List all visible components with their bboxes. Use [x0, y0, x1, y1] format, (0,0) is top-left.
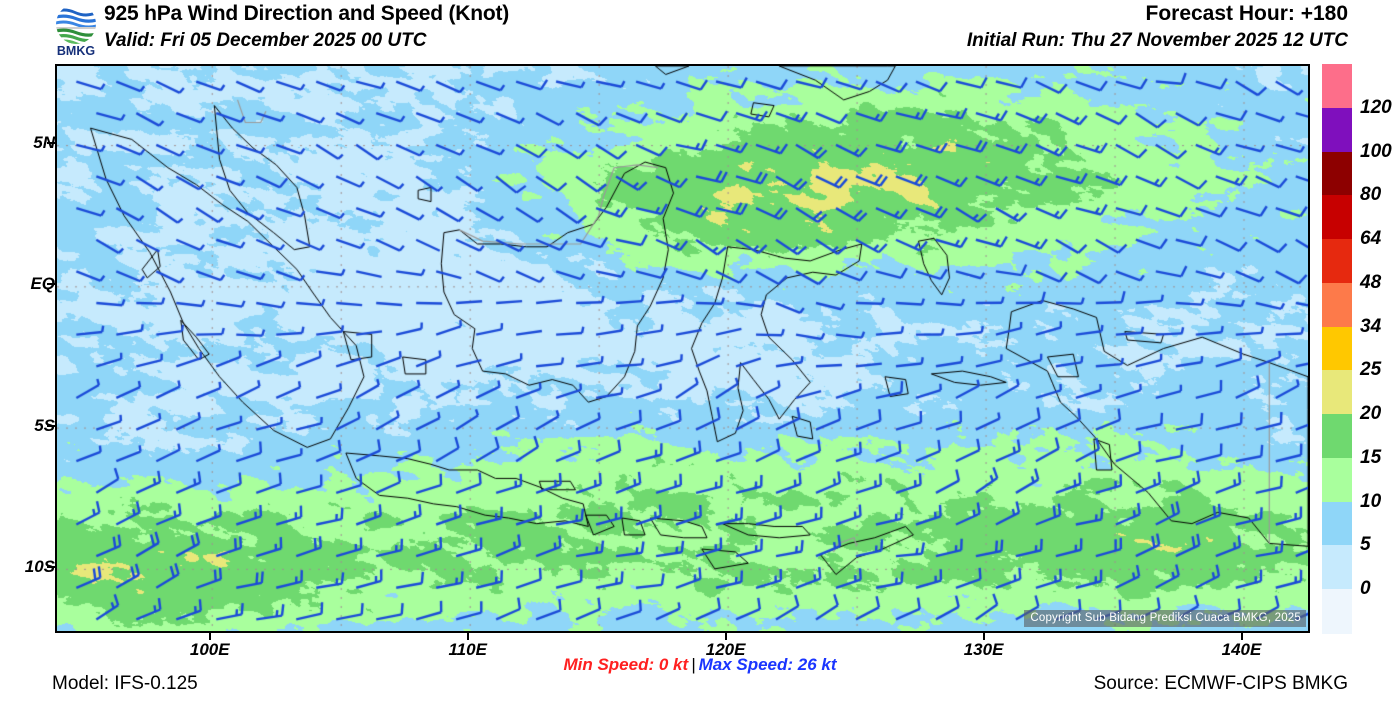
colorbar-tick-label: 120 [1360, 96, 1392, 118]
longitude-label: 130E [963, 640, 1004, 659]
colorbar-tick-label: 20 [1360, 403, 1382, 425]
colorbar-band [1322, 239, 1352, 284]
colorbar-band [1322, 370, 1352, 415]
longitude-ticks [0, 633, 1400, 641]
colorbar-band [1322, 64, 1352, 109]
latitude-label: 5N [33, 133, 55, 153]
colorbar-tick-label: 25 [1360, 359, 1382, 381]
source-label: Source: ECMWF-CIPS BMKG [1093, 673, 1348, 694]
longitude-tick [1240, 633, 1243, 640]
forecast-hour-label: Forecast Hour: +180 [1145, 2, 1349, 25]
longitude-tick [208, 633, 211, 640]
min-speed-label: Min Speed: 0 kt [563, 655, 689, 674]
speed-colorbar: 120 100 80 64 48 34 25 20 15 10 5 0 [1322, 64, 1392, 634]
svg-text:BMKG: BMKG [57, 44, 95, 58]
latitude-tick [47, 283, 55, 286]
colorbar-tick-label: 80 [1360, 184, 1382, 206]
colorbar-band [1322, 457, 1352, 503]
colorbar-tick-label: 5 [1360, 534, 1371, 556]
colorbar-tick-label: 100 [1360, 140, 1392, 162]
latitude-ticks [47, 64, 57, 633]
colorbar-tick-label: 34 [1360, 315, 1382, 337]
colorbar-tick-label: 48 [1360, 271, 1382, 293]
colorbar-band [1322, 545, 1352, 590]
speed-separator: | [691, 655, 696, 674]
bmkg-logo: BMKG [45, 2, 107, 58]
colorbar-band [1322, 501, 1352, 547]
colorbar-band [1322, 107, 1352, 153]
colorbar-band [1322, 151, 1352, 196]
copyright-watermark: Copyright Sub Bidang Prediksi Cuaca BMKG… [1024, 610, 1306, 627]
longitude-tick [982, 633, 985, 640]
max-speed-label: Max Speed: 26 kt [698, 655, 837, 674]
longitude-label: 110E [448, 640, 487, 659]
page-title: 925 hPa Wind Direction and Speed (Knot) [104, 2, 510, 25]
latitude-label: EQ [30, 274, 55, 294]
longitude-label: 100E [189, 640, 230, 659]
latitude-tick [47, 424, 55, 427]
longitude-label: 140E [1221, 640, 1262, 659]
latitude-tick [47, 142, 55, 145]
colorbar-tick-label: 10 [1360, 490, 1382, 512]
valid-time-label: Valid: Fri 05 December 2025 00 UTC [104, 30, 427, 51]
longitude-label: 120E [705, 640, 746, 659]
latitude-axis: 5N EQ 5S 10S [0, 64, 55, 633]
initial-run-label: Initial Run: Thu 27 November 2025 12 UTC [966, 30, 1348, 51]
longitude-axis: 100E 110E 120E 130E 140E [0, 640, 1400, 664]
wind-field-canvas [57, 66, 1308, 631]
colorbar-tick-label: 15 [1360, 446, 1382, 468]
latitude-label: 10S [24, 556, 55, 576]
longitude-tick [466, 633, 469, 640]
colorbar-tick-label: 0 [1360, 578, 1371, 600]
colorbar-band [1322, 282, 1352, 328]
weather-map[interactable]: Copyright Sub Bidang Prediksi Cuaca BMKG… [55, 64, 1310, 633]
latitude-tick [47, 565, 55, 568]
colorbar-band [1322, 589, 1352, 634]
latitude-label: 5S [34, 415, 55, 435]
speed-summary: Min Speed: 0 kt | Max Speed: 26 kt [0, 655, 1400, 675]
colorbar-band [1322, 195, 1352, 240]
model-label: Model: IFS-0.125 [52, 673, 198, 694]
page-header: BMKG 925 hPa Wind Direction and Speed (K… [0, 0, 1400, 62]
colorbar-band [1322, 326, 1352, 371]
colorbar-tick-label: 64 [1360, 228, 1382, 250]
longitude-tick [724, 633, 727, 640]
colorbar-band [1322, 414, 1352, 459]
